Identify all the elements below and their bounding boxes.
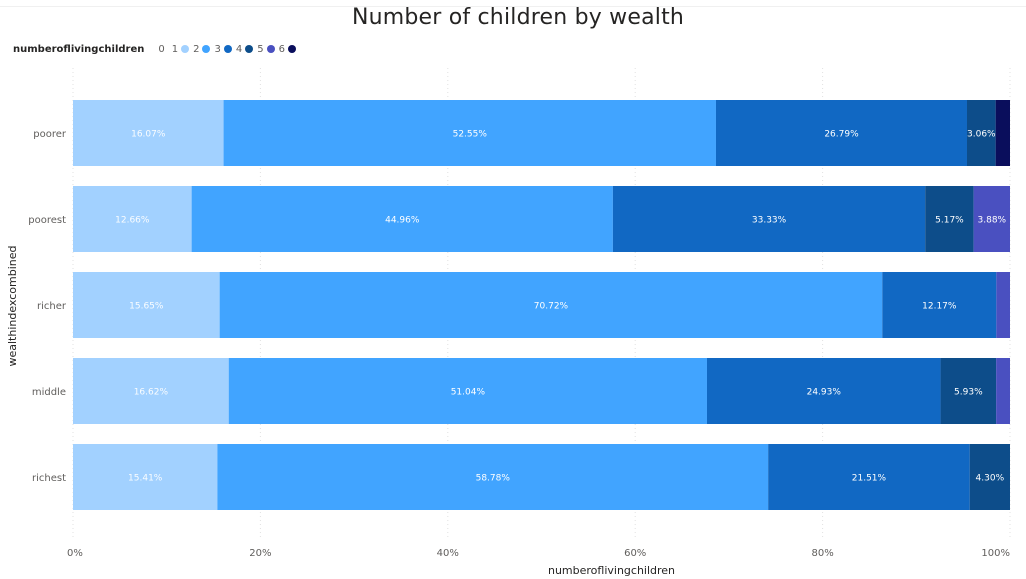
legend-item-4[interactable]: 4	[235, 43, 254, 55]
bar-segment	[969, 444, 1010, 510]
bar-segment	[217, 444, 769, 510]
data-label: 5.93%	[954, 388, 983, 398]
bar-segment	[73, 186, 192, 252]
bar-segment	[219, 272, 883, 338]
x-tick-label: 40%	[437, 548, 459, 559]
data-label: 26.79%	[824, 130, 859, 140]
y-tick-label: richest	[32, 473, 66, 484]
bar-segment	[612, 186, 926, 252]
x-tick-label: 60%	[624, 548, 646, 559]
bar-segment	[996, 358, 1010, 424]
legend-item-label: 3	[214, 43, 221, 55]
bar-segment	[768, 444, 970, 510]
data-label: 44.96%	[385, 216, 420, 226]
data-label: 70.72%	[534, 302, 569, 312]
legend-item-5[interactable]: 5	[257, 43, 275, 55]
bar-segment	[925, 186, 974, 252]
legend-item-label: 0	[158, 43, 165, 55]
bar-segment	[940, 358, 997, 424]
bar-segment	[706, 358, 941, 424]
data-label: 52.55%	[453, 130, 488, 140]
legend-swatch	[266, 45, 275, 53]
data-label: 15.41%	[128, 474, 163, 484]
data-label: 12.66%	[115, 216, 150, 226]
data-label: 58.78%	[476, 474, 511, 484]
bar-segment	[73, 358, 229, 424]
legend-swatch	[287, 45, 296, 53]
legend-item-6[interactable]: 6	[279, 44, 296, 55]
chart-title: Number of children by wealth	[351, 5, 685, 30]
legend-swatch	[202, 45, 211, 53]
data-label: 5.17%	[935, 216, 964, 226]
data-label: 16.07%	[131, 130, 166, 140]
bar-segment	[973, 186, 1010, 252]
legend-item-label: 2	[193, 43, 200, 55]
bar-segment	[966, 100, 996, 166]
legend-item-1[interactable]: 1	[171, 43, 190, 55]
bar-segment	[73, 444, 218, 510]
y-tick-label: middle	[32, 387, 66, 398]
legend-item-label: 1	[171, 43, 179, 55]
y-tick-label: poorer	[33, 129, 67, 140]
legend-item-label: 6	[278, 43, 285, 55]
bar-segment	[228, 358, 707, 424]
bar-segment	[73, 100, 224, 166]
y-tick-label: poorest	[28, 215, 66, 226]
bar-segment	[995, 100, 1010, 166]
header-divider	[0, 6, 1026, 7]
data-label: 3.88%	[978, 216, 1007, 226]
legend-swatch	[181, 45, 190, 53]
bar-segment	[73, 272, 220, 338]
data-label: 12.17%	[922, 302, 957, 312]
y-tick-label: richer	[37, 301, 67, 312]
data-label: 51.04%	[451, 388, 486, 398]
data-label: 16.62%	[134, 388, 169, 398]
legend-item-3[interactable]: 3	[214, 43, 232, 55]
legend-swatch	[245, 45, 254, 53]
data-label: 15.65%	[129, 302, 164, 312]
bar-segment	[882, 272, 997, 338]
x-tick-label: 20%	[249, 548, 271, 559]
x-tick-label: 80%	[811, 548, 833, 559]
data-label: 3.06%	[967, 130, 996, 140]
legend-item-2[interactable]: 2	[193, 43, 211, 55]
x-tick-label: 0%	[67, 548, 83, 559]
legend-item-label: 4	[235, 43, 243, 55]
data-label: 21.51%	[852, 474, 887, 484]
legend-item-label: 5	[257, 43, 264, 55]
bar-segment	[715, 100, 967, 166]
legend-swatch	[223, 45, 232, 53]
x-tick-label: 100%	[981, 548, 1010, 559]
data-label: 33.33%	[752, 216, 787, 226]
bar-segment	[223, 100, 716, 166]
y-axis-title: wealthindexcombined	[6, 246, 19, 367]
data-label: 24.93%	[807, 388, 842, 398]
legend-title: numberoflivingchildren	[13, 43, 145, 55]
x-axis-title: numberoflivingchildren	[548, 564, 675, 577]
legend-item-0[interactable]: 0	[158, 44, 167, 55]
data-label: 4.30%	[976, 474, 1005, 484]
bar-segment	[996, 272, 1010, 338]
bar-segment	[191, 186, 613, 252]
